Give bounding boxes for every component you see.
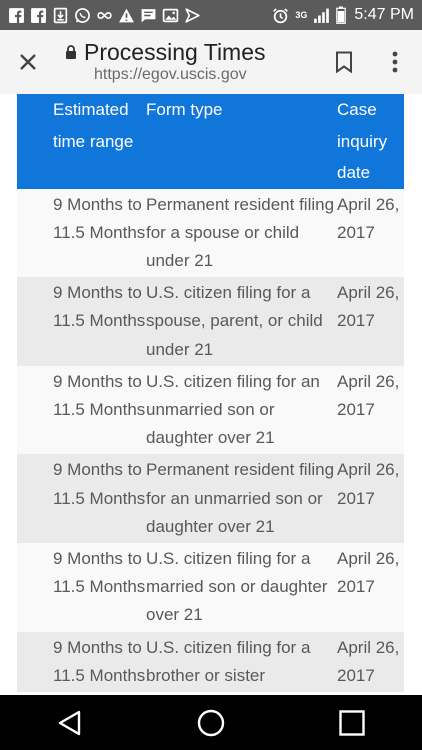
form-type-cell: Permanent resident filing for an unmarri… bbox=[146, 460, 335, 536]
recents-icon bbox=[338, 709, 365, 736]
facebook-icon bbox=[30, 7, 47, 24]
image-icon bbox=[162, 7, 179, 24]
inquiry-date-cell: April 26, 2017 bbox=[337, 194, 400, 242]
home-icon bbox=[197, 709, 225, 736]
time-range-cell: 9 Months to 11.5 Months bbox=[53, 548, 146, 597]
signal-icon bbox=[313, 7, 330, 24]
infinity-icon bbox=[96, 7, 113, 24]
table-row: 9 Months to 11.5 Months U.S. citizen fil… bbox=[17, 365, 404, 455]
home-button[interactable] bbox=[191, 703, 231, 743]
time-range-cell: 9 Months to 11.5 Months bbox=[53, 460, 146, 508]
3g-icon: 3G bbox=[295, 9, 308, 20]
clock: 5:47 PM bbox=[354, 6, 414, 23]
column-header-time-range: Estimated time range bbox=[53, 100, 134, 151]
time-range-cell: 9 Months to 11.5 Months bbox=[53, 283, 146, 331]
close-button[interactable] bbox=[0, 30, 56, 94]
table-row: 9 Months to 11.5 Months Permanent reside… bbox=[17, 188, 404, 278]
column-header-form-type: Form type bbox=[146, 100, 223, 119]
warning-icon bbox=[118, 7, 135, 24]
form-type-cell: U.S. citizen filing for a brother or sis… bbox=[146, 637, 311, 685]
column-header-inquiry-date: Case inquiry date bbox=[337, 100, 388, 182]
battery-icon bbox=[335, 6, 346, 24]
form-type-cell: U.S. citizen filing for an unmarried son… bbox=[146, 371, 320, 448]
table-row: 9 Months to 11.5 Months U.S. citizen fil… bbox=[17, 277, 404, 366]
form-type-cell: U.S. citizen filing for a married son or… bbox=[146, 548, 328, 625]
url-block[interactable]: Processing Times https://egov.uscis.gov bbox=[56, 39, 266, 85]
lock-icon bbox=[64, 44, 92, 60]
page-url: https://egov.uscis.gov bbox=[94, 66, 247, 83]
table-row: 9 Months to 11.5 Months U.S. citizen fil… bbox=[17, 542, 404, 632]
status-bar: 3G 5:47 PM bbox=[0, 0, 422, 30]
inquiry-date-cell: April 26, 2017 bbox=[337, 371, 400, 419]
table-header: Estimated time range Form type Case inqu… bbox=[17, 94, 404, 189]
page-title: Processing Times bbox=[84, 39, 266, 65]
time-range-cell: 9 Months to 11.5 Months bbox=[53, 371, 146, 419]
inquiry-date-cell: April 26, 2017 bbox=[337, 283, 400, 331]
more-vert-icon bbox=[392, 51, 398, 73]
download-icon bbox=[52, 7, 69, 24]
form-type-cell: U.S. citizen filing for a spouse, parent… bbox=[146, 283, 323, 359]
page-content[interactable]: Estimated time range Form type Case inqu… bbox=[0, 94, 422, 695]
whatsapp-icon bbox=[74, 7, 91, 24]
back-button[interactable] bbox=[50, 703, 90, 743]
close-icon bbox=[20, 54, 36, 70]
inquiry-date-cell: April 26, 2017 bbox=[337, 460, 400, 508]
time-range-cell: 9 Months to 11.5 Months bbox=[53, 194, 146, 242]
back-icon bbox=[59, 710, 81, 735]
table-row: 9 Months to 11.5 Months U.S. citizen fil… bbox=[17, 631, 404, 692]
form-type-cell: Permanent resident filing for a spouse o… bbox=[146, 194, 335, 270]
inquiry-date-cell: April 26, 2017 bbox=[337, 637, 400, 685]
facebook-icon bbox=[8, 7, 25, 24]
alarm-icon bbox=[272, 7, 289, 24]
notification-icons bbox=[8, 7, 201, 24]
bookmark-icon bbox=[336, 51, 352, 73]
system-icons: 3G 5:47 PM bbox=[272, 6, 414, 24]
inquiry-date-cell: April 26, 2017 bbox=[337, 548, 400, 597]
play-icon bbox=[184, 7, 201, 24]
table-row: 9 Months to 11.5 Months Permanent reside… bbox=[17, 454, 404, 543]
time-range-cell: 9 Months to 11.5 Months bbox=[53, 637, 146, 685]
more-options-button[interactable] bbox=[382, 46, 408, 78]
message-icon bbox=[140, 7, 157, 24]
bookmark-button[interactable] bbox=[330, 48, 358, 76]
navigation-bar bbox=[0, 695, 422, 750]
processing-times-table: Estimated time range Form type Case inqu… bbox=[17, 94, 404, 692]
browser-toolbar: Processing Times https://egov.uscis.gov bbox=[0, 30, 422, 94]
recents-button[interactable] bbox=[332, 703, 372, 743]
